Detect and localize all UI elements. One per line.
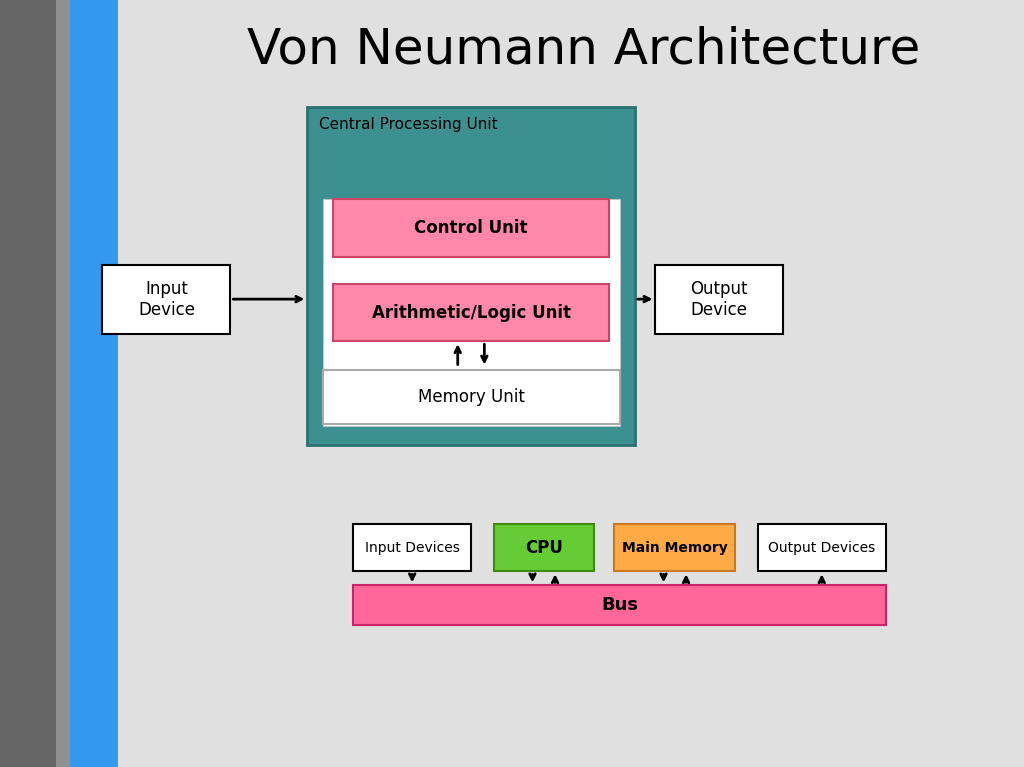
Text: Input
Device: Input Device	[138, 280, 195, 318]
Text: Bus: Bus	[601, 596, 638, 614]
Bar	[323, 199, 620, 426]
Bar	[758, 524, 886, 571]
Text: Output Devices: Output Devices	[768, 541, 876, 555]
Bar	[0, 0, 133, 767]
Bar	[0, 0, 56, 767]
Text: Central Processing Unit: Central Processing Unit	[319, 117, 498, 132]
Text: Arithmetic/Logic Unit: Arithmetic/Logic Unit	[372, 304, 570, 321]
Bar	[614, 524, 735, 571]
Bar	[353, 524, 471, 571]
Text: CPU: CPU	[525, 538, 562, 557]
Text: Main Memory: Main Memory	[622, 541, 728, 555]
Bar	[353, 585, 886, 625]
Bar	[70, 0, 119, 767]
Bar	[494, 524, 594, 571]
Bar	[323, 370, 620, 424]
Text: Control Unit: Control Unit	[415, 219, 527, 237]
Bar	[102, 265, 230, 334]
Text: Von Neumann Architecture: Von Neumann Architecture	[247, 26, 921, 74]
Bar	[333, 199, 609, 257]
Bar	[333, 284, 609, 341]
Text: Input Devices: Input Devices	[365, 541, 460, 555]
Text: Output
Device: Output Device	[690, 280, 749, 318]
Bar	[307, 107, 635, 445]
Text: Memory Unit: Memory Unit	[418, 388, 524, 407]
Bar	[655, 265, 783, 334]
Bar	[118, 0, 1024, 767]
